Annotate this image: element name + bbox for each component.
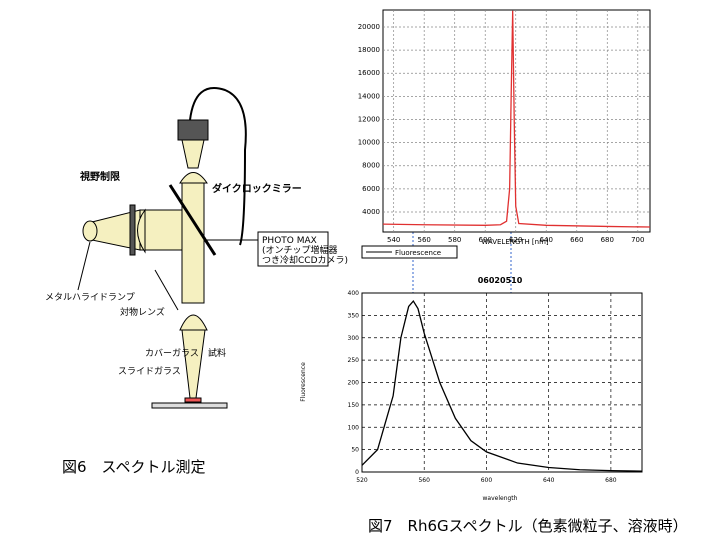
x-tick-label: 640 [540,236,553,244]
y-tick-label: 0 [355,469,359,476]
y-tick-label: 16000 [358,69,380,77]
y-tick-label: 6000 [362,185,380,193]
y-tick-label: 12000 [358,115,380,123]
x-axis-label: WAVELENGTH [nm] [481,238,549,246]
x-tick-label: 640 [543,477,555,484]
label: 試料 [208,347,226,359]
label: スライドガラス [118,366,181,377]
x-tick-label: 620 [509,236,522,244]
y-tick-label: 14000 [358,92,380,100]
y-axis-label: Fluorescence [300,362,307,402]
series-line [361,299,643,472]
label: メタルハライドランプ [45,292,135,303]
x-tick-label: 560 [418,236,431,244]
x-tick-label: 580 [448,236,461,244]
y-tick-label: 50 [351,447,359,454]
chart-title: 06020510 [478,276,523,285]
x-tick-label: 540 [387,236,400,244]
y-tick-label: 300 [348,335,360,342]
x-tick-label: 680 [605,477,617,484]
y-tick-label: 350 [348,312,360,319]
y-tick-label: 20000 [358,23,380,31]
x-tick-label: 600 [479,236,492,244]
plot-area [382,9,651,233]
x-tick-label: 560 [418,477,430,484]
y-tick-label: 400 [348,290,360,297]
y-tick-label: 10000 [358,139,380,147]
label: ダイクロックミラー [212,182,302,195]
x-axis-label: wavelength [483,495,518,502]
y-tick-label: 250 [348,357,360,364]
x-tick-label: 600 [481,477,493,484]
optics-diagram [77,87,329,409]
x-tick-label: 660 [570,236,583,244]
x-tick-label: 520 [356,477,368,484]
label: 対物レンズ [120,306,165,318]
x-tick-label: 700 [631,236,644,244]
caption: 図7 Rh6Gスペクトル（色素微粒子、溶液時） [368,517,688,535]
label: カバーガラス [145,348,199,359]
legend [361,245,458,259]
legend-label: Fluorescence [395,249,441,257]
y-tick-label: 200 [348,380,360,387]
y-tick-label: 150 [348,402,360,409]
y-tick-label: 4000 [362,208,380,216]
label: つき冷却CCDカメラ) [262,254,348,266]
y-tick-label: 100 [348,424,360,431]
series-line [382,10,651,228]
label: (オンチップ増幅器 [262,244,338,256]
y-tick-label: 18000 [358,46,380,54]
x-tick-label: 680 [601,236,614,244]
y-tick-label: 8000 [362,162,380,170]
label: 視野制限 [79,170,121,183]
caption: 図6 スペクトル測定 [62,458,206,476]
label: PHOTO MAX [262,236,317,246]
